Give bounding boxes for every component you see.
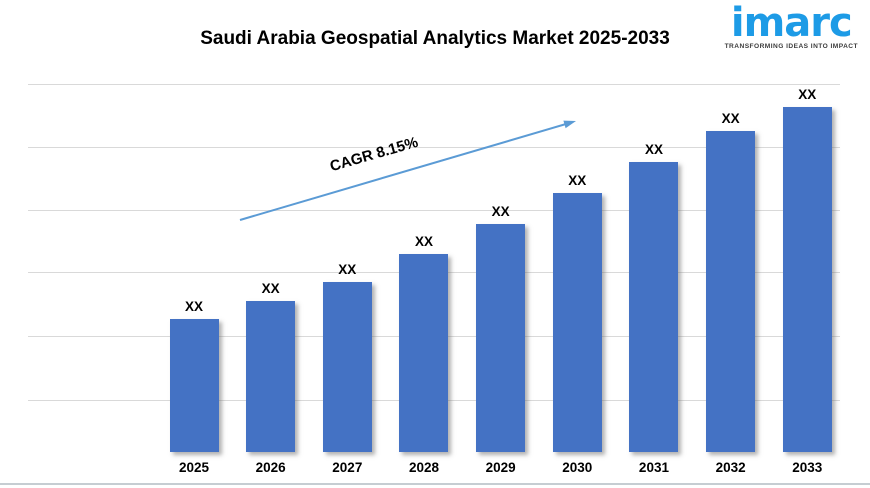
- x-axis-label: 2029: [485, 460, 516, 475]
- bar-2030: [552, 193, 602, 452]
- chart-title: Saudi Arabia Geospatial Analytics Market…: [200, 28, 670, 49]
- bar-2026: [246, 301, 296, 452]
- bar-value-label: XX: [568, 173, 587, 188]
- plot-area: XX 2025 XX 2026 XX 2027 XX 2028 XX 2029 XX 2030 XX 20…: [28, 84, 840, 475]
- bar-value-label: XX: [338, 262, 357, 277]
- imarc-wordmark: imarc: [730, 0, 853, 46]
- bar-2028: [399, 254, 449, 452]
- bar-value-label: XX: [491, 204, 510, 219]
- x-axis-label: 2025: [178, 460, 210, 475]
- bar-2033: [782, 107, 832, 452]
- bar-2029: [476, 224, 526, 452]
- x-axis-label: 2031: [638, 460, 669, 475]
- bar-2032: [706, 131, 756, 452]
- imarc-tagline: TRANSFORMING IDEAS INTO IMPACT: [724, 43, 858, 50]
- x-axis-label: 2028: [408, 460, 439, 475]
- x-axis-label: 2030: [562, 460, 593, 475]
- bar-2025: [169, 319, 219, 452]
- bar-2031: [629, 162, 679, 452]
- bar-value-label: XX: [644, 142, 663, 157]
- gridline: [28, 84, 840, 85]
- x-axis-label: 2026: [255, 460, 286, 475]
- x-axis-label: 2033: [792, 460, 823, 475]
- bottom-divider: [0, 483, 870, 485]
- bar-value-label: XX: [184, 299, 204, 314]
- bar-value-label: XX: [798, 87, 817, 102]
- bar-value-label: XX: [721, 111, 740, 126]
- imarc-logo: imarc TRANSFORMING IDEAS INTO IMPACT: [724, 0, 858, 50]
- bar-value-label: XX: [414, 234, 433, 249]
- bar-value-label: XX: [261, 281, 280, 296]
- x-axis-label: 2032: [715, 460, 746, 475]
- x-axis-label: 2027: [332, 460, 363, 475]
- bar-2027: [322, 282, 372, 452]
